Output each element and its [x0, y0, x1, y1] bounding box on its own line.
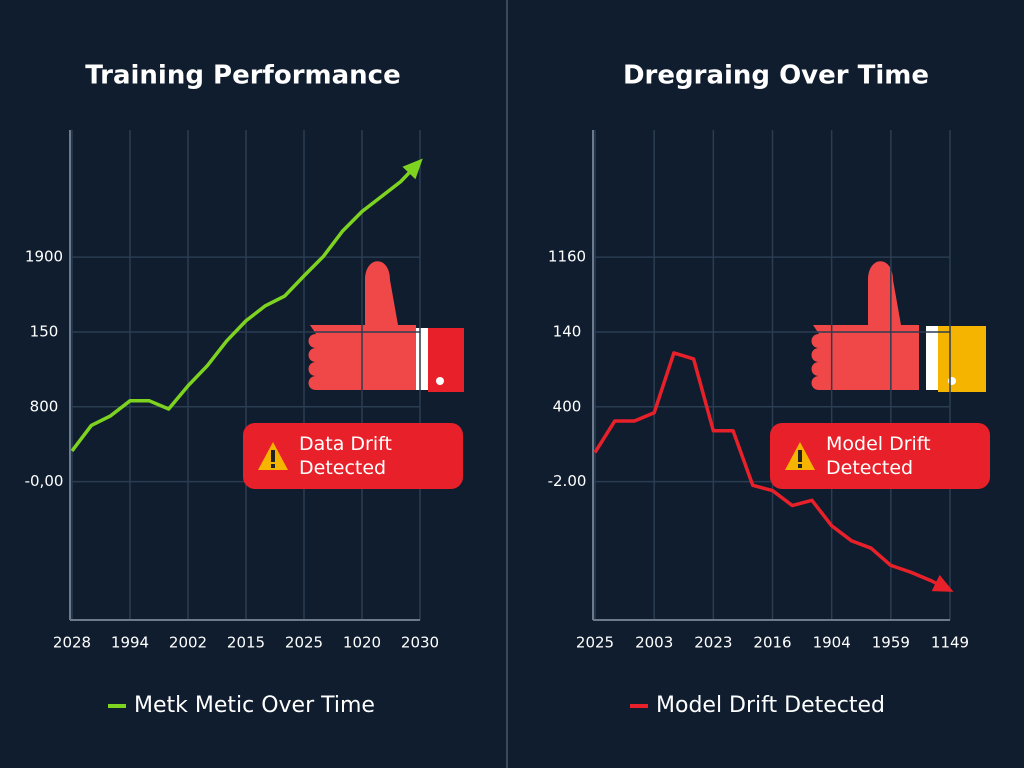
drift-badge: Model Drift Detected	[770, 423, 990, 489]
thumb-icon	[308, 261, 464, 392]
x-tick-label: 1959	[872, 634, 910, 652]
x-tick-label: 1020	[343, 634, 381, 652]
x-tick-label: 2030	[401, 634, 439, 652]
warning-icon	[258, 442, 288, 470]
arrow-head	[402, 158, 423, 180]
y-tick-label: 150	[30, 322, 59, 340]
x-tick-label: 2015	[227, 634, 265, 652]
x-tick-label: 2025	[576, 634, 614, 652]
x-tick-label: 1904	[813, 634, 851, 652]
y-tick-label: 1160	[548, 248, 586, 266]
x-tick-label: 2028	[53, 634, 91, 652]
x-tick-label: 2025	[285, 634, 323, 652]
y-tick-label: 1900	[25, 248, 63, 266]
y-tick-label: 800	[30, 397, 59, 415]
y-tick-label: 140	[553, 322, 582, 340]
chart-title: Dregraing Over Time	[623, 61, 929, 91]
x-tick-label: 1994	[111, 634, 149, 652]
legend-label: Model Drift Detected	[656, 693, 885, 718]
x-tick-label: 2002	[169, 634, 207, 652]
badge-text: Model Drift Detected	[826, 433, 931, 479]
legend-label: Metk Metic Over Time	[134, 693, 375, 718]
x-tick-label: 2016	[753, 634, 791, 652]
x-tick-label: 2023	[694, 634, 732, 652]
badge-text: Data Drift Detected	[299, 433, 392, 479]
y-tick-label: -0,00	[25, 472, 64, 490]
series-line	[70, 160, 422, 452]
series-line	[593, 351, 951, 592]
drift-badge: Data Drift Detected	[243, 423, 463, 489]
chart-title: Training Performance	[85, 61, 400, 91]
arrow-head	[931, 574, 954, 592]
x-tick-label: 1149	[931, 634, 969, 652]
warning-icon	[785, 442, 815, 470]
thumb-icon	[811, 261, 986, 392]
y-tick-label: 400	[553, 397, 582, 415]
x-tick-label: 2003	[635, 634, 673, 652]
y-tick-label: -2.00	[548, 472, 587, 490]
